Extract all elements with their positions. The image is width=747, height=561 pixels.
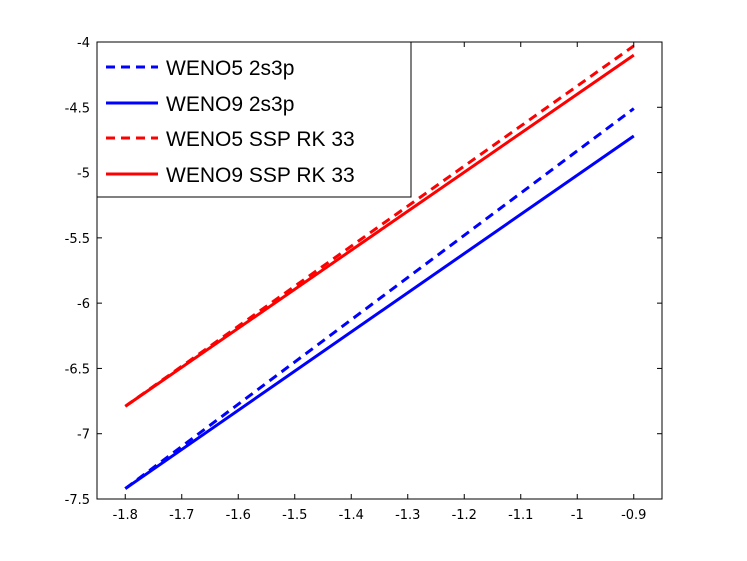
y-tick-label: -5.5 xyxy=(65,232,90,247)
legend-label-weno5-ssp-rk33: WENO5 SSP RK 33 xyxy=(166,128,355,151)
ticks-layer: -1.8 -1.7 -1.6 -1.5 -1.4 -1.3 -1.2 -1.1 -1 -0.9 -7… xyxy=(65,36,662,523)
series-line-weno9-ssp-rk-33 xyxy=(124,53,635,408)
series-line-weno5-2s3p xyxy=(124,107,635,490)
legend: WENO5 2s3p WENO9 2s3p WENO5 SSP RK 33 WE… xyxy=(96,41,412,198)
y-tick-label: -7 xyxy=(77,428,90,443)
legend-label-weno9-2s3p: WENO9 2s3p xyxy=(166,93,294,116)
x-tick-label: -1.8 xyxy=(113,508,138,523)
y-tick-label: -6.5 xyxy=(65,362,90,377)
x-tick-label: -1.4 xyxy=(339,508,364,523)
x-tick-label: -1.1 xyxy=(508,508,533,523)
y-tick-label: -6 xyxy=(77,297,90,312)
y-tick-label: -4.5 xyxy=(65,101,90,116)
series-line-weno9-2s3p xyxy=(124,134,635,490)
y-tick-label: -4 xyxy=(77,36,90,51)
y-tick-label: -5 xyxy=(77,167,90,182)
legend-label-weno9-ssp-rk33: WENO9 SSP RK 33 xyxy=(166,164,355,187)
x-tick-label: -1.3 xyxy=(395,508,420,523)
x-tick-label: -1.5 xyxy=(282,508,307,523)
legend-label-weno5-2s3p: WENO5 2s3p xyxy=(166,57,294,80)
x-tick-label: -1.6 xyxy=(226,508,251,523)
x-tick-label: -1 xyxy=(571,508,584,523)
legend-box xyxy=(96,41,412,198)
y-tick-label: -7.5 xyxy=(65,493,90,508)
x-tick-label: -1.7 xyxy=(169,508,194,523)
series-layer xyxy=(124,44,635,490)
x-tick-label: -1.2 xyxy=(452,508,477,523)
x-tick-label: -0.9 xyxy=(621,508,646,523)
